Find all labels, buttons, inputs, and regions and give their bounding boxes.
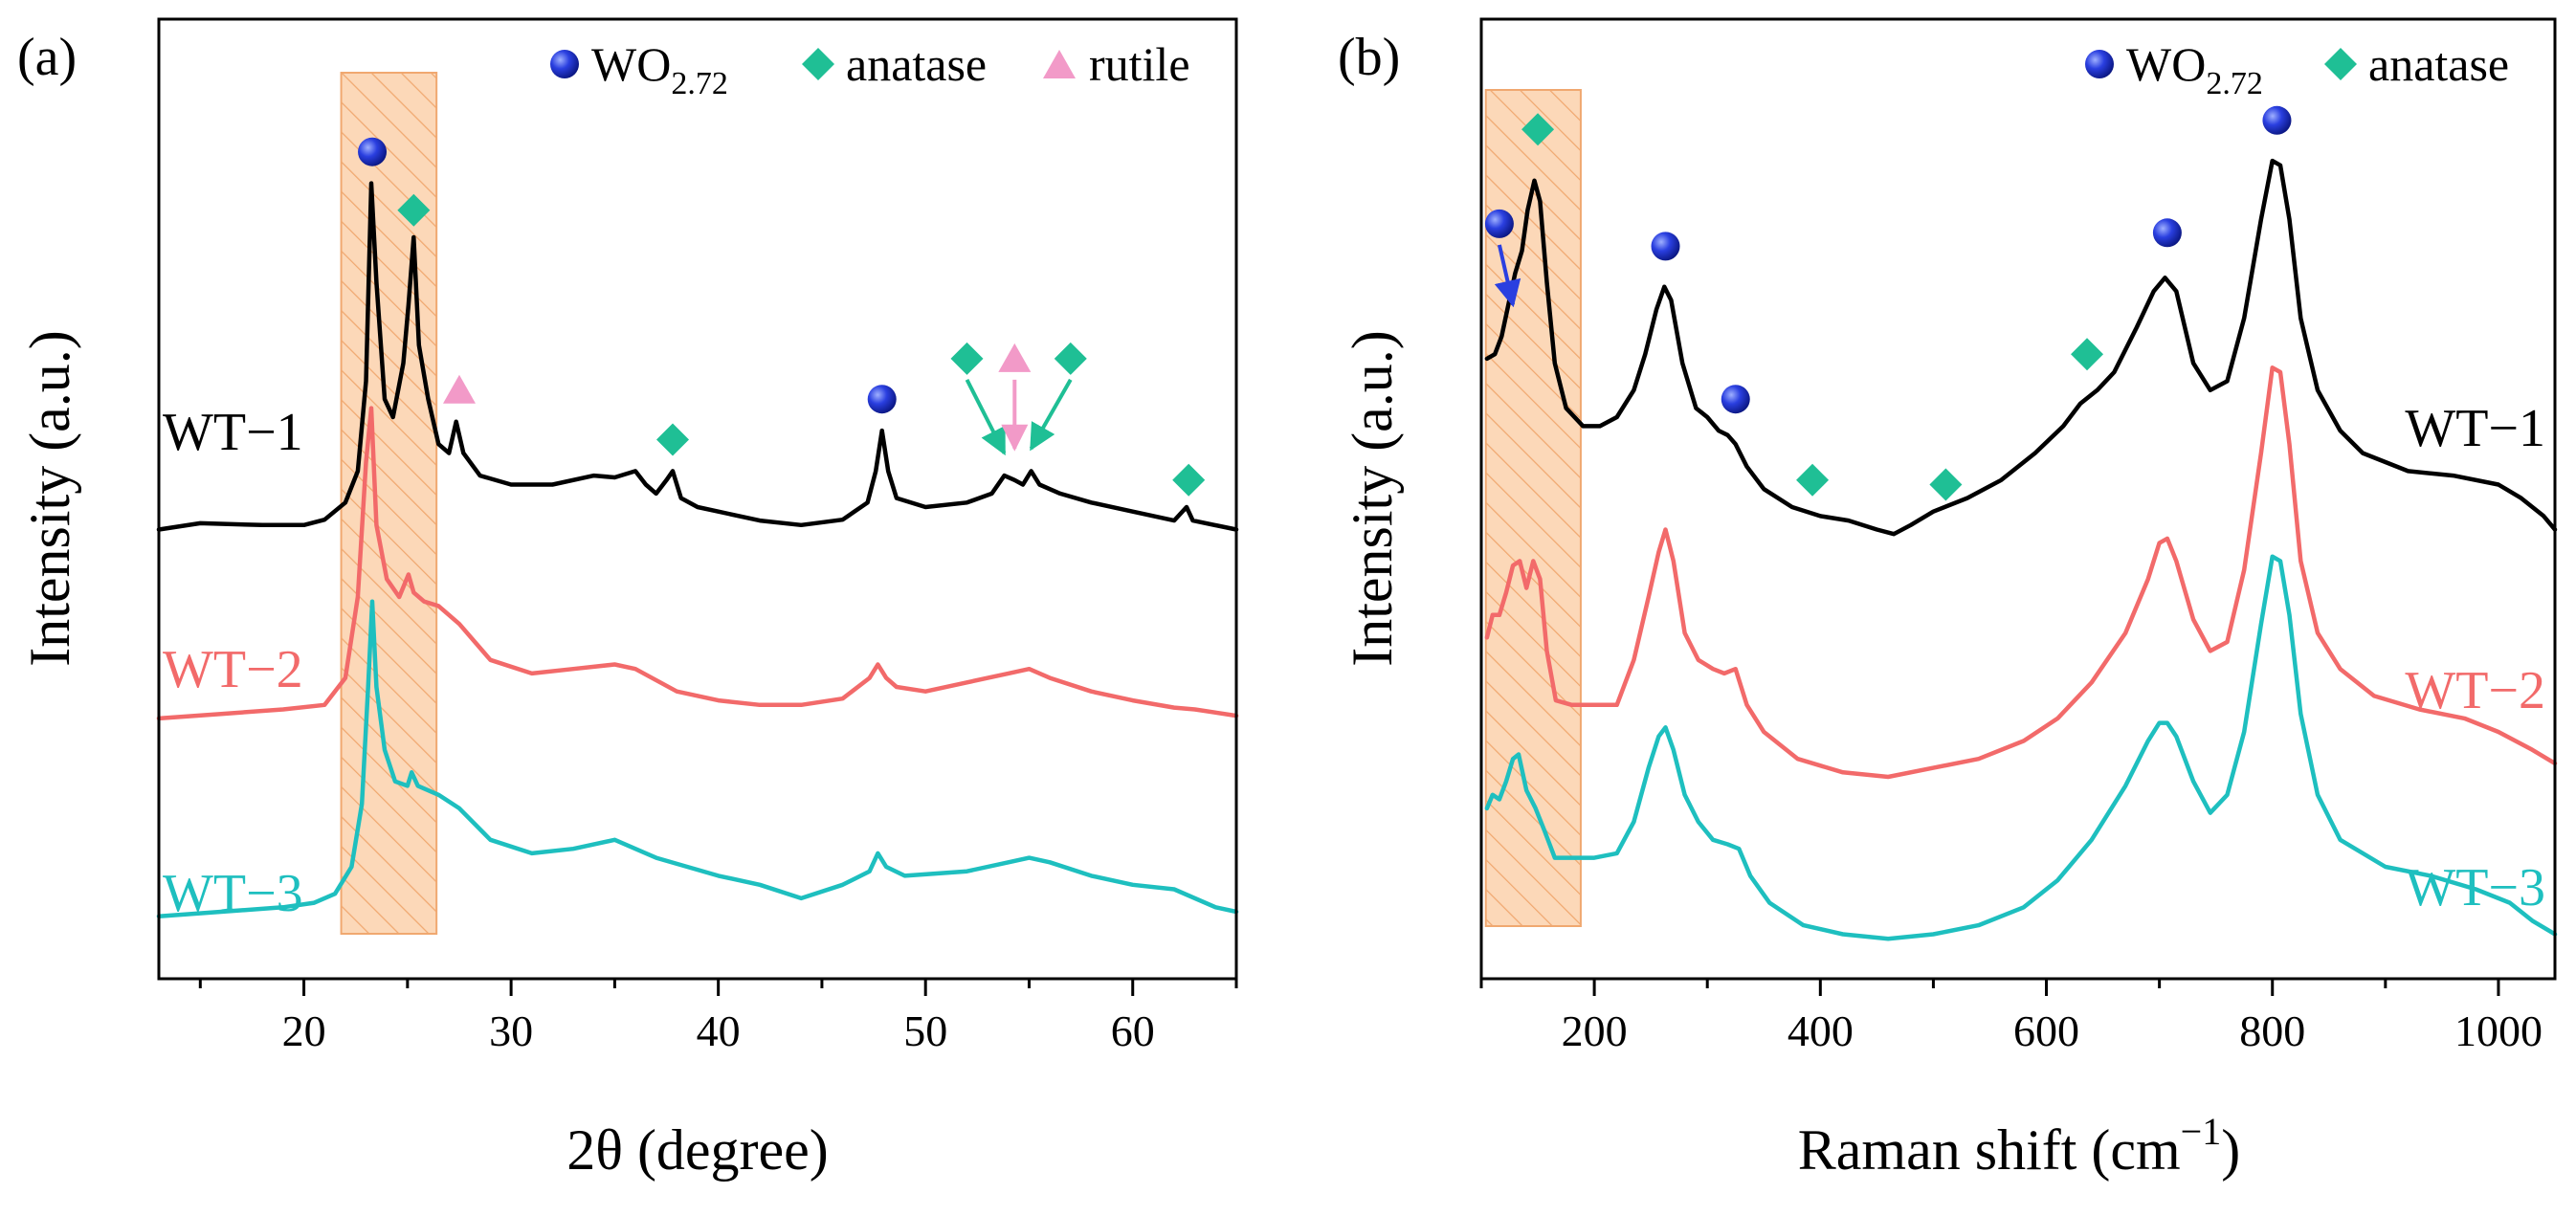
panel-b-annotation-arrow-1 [1494,244,1521,308]
panel-a-series-3-line [156,599,1239,918]
legend-a-wo-icon [550,50,579,78]
panel-a-x-tick-label: 40 [697,1006,741,1055]
panel-b-xlabel-main: Raman shift (cm [1798,1118,2181,1182]
panel-a-ylabel: Intensity (a.u.) [18,330,81,667]
panel-a-x-tick-label: 30 [489,1006,533,1055]
panel-a-annotation-triangle-3 [442,374,476,404]
legend-b-anatase-icon [2324,48,2357,80]
panel-b-annotation-diamond-6 [1929,468,1963,501]
panel-b-annotation-diamond-5 [1796,463,1830,497]
panel-b-sample-label-wt1: WT−1 [2405,399,2545,458]
svg-text:WO2.72: WO2.72 [2126,37,2263,101]
panel-b-annotation-diamond-2 [1521,113,1555,146]
panel-b-legend: WO2.72 anatase [2085,37,2509,101]
panel-b-xlabel-end: ) [2221,1118,2240,1182]
legend-a-rutile-icon [1043,50,1076,78]
legend-a-wo-sub: 2.72 [671,66,728,101]
svg-text:WO2.72: WO2.72 [591,37,728,101]
panel-a-series-2-line [156,406,1239,721]
panel-a-annotation-arrow-6 [965,378,1007,456]
panel-b-x-tick-label: 200 [1562,1006,1628,1055]
panel-b-xlabel-sup: −1 [2181,1110,2222,1153]
panel-b-x-tick-label: 800 [2239,1006,2305,1055]
panel-a-annotation-circle-5 [867,385,897,414]
panel-a-x-tick-label: 20 [282,1006,326,1055]
panel-b-annotation-circle-3 [1651,232,1680,261]
legend-b-anatase-label: anatase [2368,37,2509,91]
panel-a-label: (a) [17,28,77,87]
panel-a-band [340,72,438,935]
panel-a-sample-label-wt1: WT−1 [163,403,303,462]
panel-a-annotation-diamond-2 [397,193,431,227]
panel-b-series-2-line [1484,365,2558,780]
panel-a-sample-label-wt2: WT−2 [163,640,303,699]
panel-a-sample-label-wt3: WT−3 [163,864,303,923]
legend-b-wo-label: WO [2126,37,2206,91]
panel-a-annotation-diamond-9 [1172,463,1206,497]
panel-b-annotation-diamond-7 [2071,338,2104,371]
panel-b-sample-label-wt2: WT−2 [2405,661,2545,720]
panel-b-raman: 200 400 600 800 1000 (b) Raman shift (cm−1) … [1338,17,2558,1182]
panel-b-x-tick-label: 600 [2013,1006,2079,1055]
panel-a-legend: WO2.72 anatase rutile [550,37,1190,101]
panel-a-x-tick-label: 60 [1111,1006,1155,1055]
panel-a-annotation-arrow-8 [1029,378,1073,452]
panel-a-x-tick-label: 50 [903,1006,947,1055]
panel-a-series-1-line [156,181,1239,532]
panel-a-annotation-circle-1 [358,137,388,166]
legend-b-wo-sub: 2.72 [2206,66,2263,101]
panel-a-annotation-diamond-8 [1054,342,1087,375]
panel-b-annotation-circle-1 [1484,209,1514,238]
panel-b-sample-label-wt3: WT−3 [2405,858,2545,918]
panel-b-annotation-circle-8 [2152,218,2182,248]
panel-b-ylabel: Intensity (a.u.) [1341,330,1404,667]
panel-a-annotation-diamond-6 [950,342,984,375]
panel-b-label: (b) [1338,28,1400,87]
panel-a-xrd: 20 30 40 50 60 (a) 2θ (degree) Intensity (a.… [17,17,1239,1182]
legend-a-rutile-label: rutile [1089,37,1190,91]
panel-a-annotation-diamond-4 [656,423,690,456]
legend-b-wo-icon [2085,50,2114,78]
legend-a-anatase-label: anatase [846,37,987,91]
panel-b-xlabel: Raman shift (cm−1) [1798,1110,2240,1182]
panel-a-xlabel: 2θ (degree) [566,1118,829,1182]
panel-b-series-1-line [1484,158,2558,537]
panel-b-series-3-line [1484,554,2558,941]
panel-b-annotation-circle-9 [2262,105,2292,135]
panel-b-frame [1479,17,2557,981]
panel-b-annotation-circle-4 [1721,385,1750,414]
panel-a-frame [157,17,1238,981]
panel-b-x-tick-label: 400 [1788,1006,1854,1055]
panel-a-annotation-triangle-7 [998,343,1032,372]
legend-a-wo-label: WO [591,37,671,91]
legend-a-anatase-icon [802,48,834,80]
panel-b-x-tick-label: 1000 [2454,1006,2543,1055]
